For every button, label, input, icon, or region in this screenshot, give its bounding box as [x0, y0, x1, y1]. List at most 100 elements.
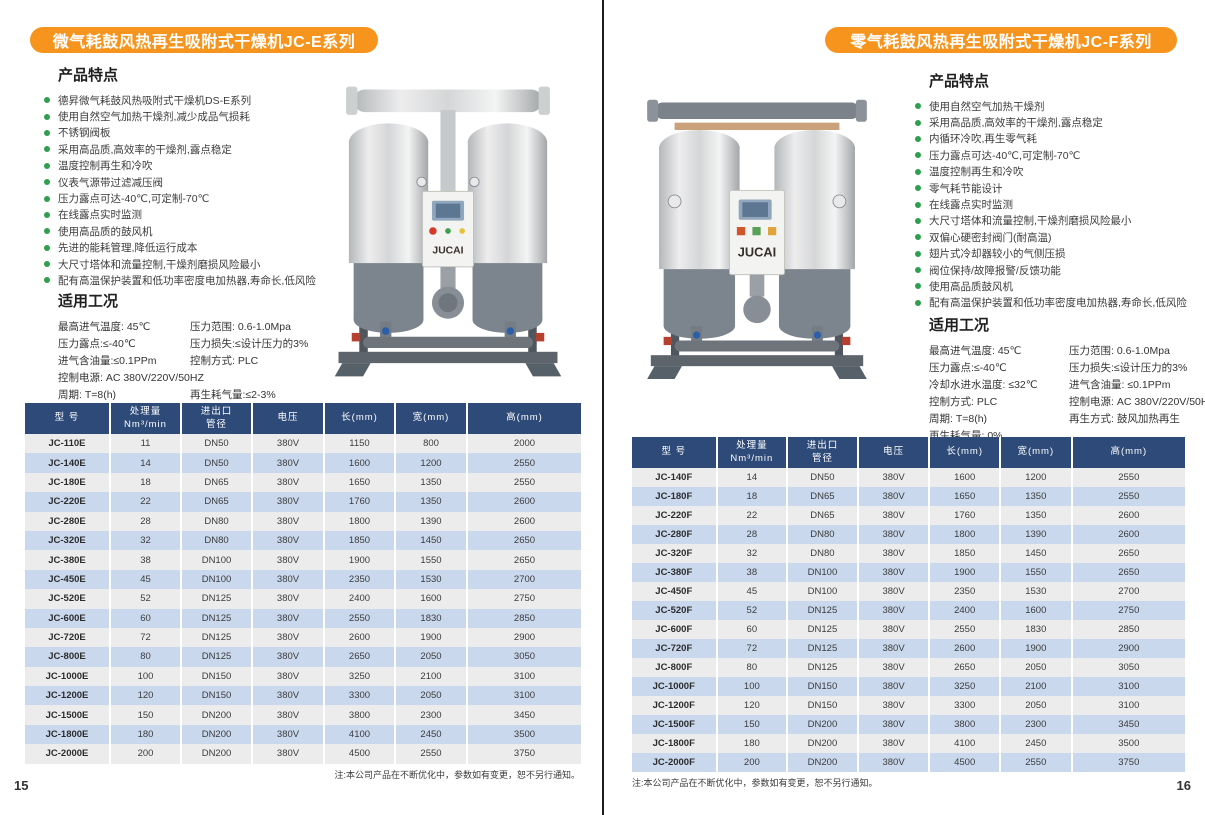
value-cell: 2600: [1118, 529, 1140, 540]
model-cell: JC-2000F: [632, 753, 718, 772]
product-photo: JUCAI: [320, 80, 576, 382]
value-cell: 72: [718, 639, 789, 658]
bullet-icon: [915, 283, 921, 290]
value-cell: DN200: [182, 724, 253, 745]
value-cell: DN125: [182, 608, 253, 628]
value-cell: 2450: [1001, 734, 1073, 753]
value-cell: 2650: [325, 647, 396, 667]
value-cell: 1200: [1001, 468, 1073, 487]
model-cell: JC-1800F: [632, 734, 718, 753]
product-photo: JUCAI: [638, 86, 876, 390]
value-cell: 180: [111, 724, 182, 745]
feature-text: 先进的能耗管理,降低运行成本: [58, 242, 198, 255]
value-cell: 2050: [1001, 696, 1073, 715]
condition-row: 压力露点:≤-40℃ 压力损失:≤设计压力的3%: [58, 335, 344, 352]
value-cell: 3750: [513, 748, 536, 760]
bullet-icon: [44, 261, 50, 268]
table-row: JC-520E 52 DN125 380V 2400 1600 2750: [25, 589, 581, 609]
model-cell: JC-140F: [632, 468, 718, 487]
value-cell: 380V: [253, 434, 325, 454]
value-cell: 2750: [513, 593, 536, 605]
value-cell: 2550: [1001, 753, 1073, 772]
condition-item: 最高进气温度: 45℃: [58, 321, 151, 333]
value-cell: 1800: [325, 511, 396, 531]
value-cell: 32: [111, 530, 182, 551]
condition-item: 压力范围: 0.6-1.0Mpa: [1069, 345, 1170, 357]
value-cell: 2650: [513, 535, 536, 547]
value-cell: 80: [111, 647, 182, 667]
table-row: JC-320E 32 DN80 380V 1850 1450 2650: [25, 530, 581, 551]
value-cell: 380V: [859, 639, 931, 658]
conditions-heading: 适用工况: [929, 317, 990, 334]
model-cell: JC-180F: [632, 487, 718, 506]
condition-row: 周期: T=8(h) 再生耗气量:≤2-3%: [58, 386, 344, 403]
model-cell: JC-280E: [25, 511, 111, 531]
feature-item: 先进的能耗管理,降低运行成本: [44, 240, 326, 256]
feature-text: 大尺寸塔体和流量控制,干燥剂磨损风险最小: [58, 258, 261, 271]
feature-item: 德昇微气耗鼓风热吸附式干燥机DS-E系列: [44, 92, 326, 108]
feature-text: 压力露点可达-40℃,可定制-70℃: [58, 193, 210, 206]
table-header-cell: 电压: [253, 403, 325, 434]
page-number: 16: [1176, 778, 1191, 793]
value-cell: 1200: [396, 453, 468, 473]
value-cell: 3450: [513, 709, 536, 721]
table-row: JC-110E 11 DN50 380V 1150 800 2000: [25, 434, 581, 454]
feature-text: 仪表气源带过滤减压阀: [58, 176, 163, 189]
value-cell: DN150: [182, 666, 253, 687]
value-cell: 1900: [930, 563, 1001, 582]
table-header-cell: 长(mm): [930, 437, 1001, 468]
value-cell: 2700: [513, 573, 536, 585]
table-row: JC-180F 18 DN65 380V 1650 1350 2550: [632, 487, 1185, 506]
table-row: JC-320F 32 DN80 380V 1850 1450 2650: [632, 544, 1185, 563]
value-cell: DN200: [182, 744, 253, 764]
table-header-cell: 进出口 管径: [788, 437, 859, 468]
condition-item: 压力损失:≤设计压力的3%: [190, 338, 309, 350]
value-cell: DN50: [182, 434, 253, 454]
condition-row: 冷却水进水温度: ≤32℃ 进气含油量: ≤0.1PPm: [929, 376, 1205, 393]
value-cell: 2850: [1118, 624, 1140, 635]
bullet-icon: [915, 135, 921, 142]
bullet-icon: [915, 267, 921, 274]
table-row: JC-720F 72 DN125 380V 2600 1900 2900: [632, 639, 1185, 658]
value-cell: DN150: [788, 696, 859, 715]
brand-logo-text: JUCAI: [432, 246, 463, 257]
feature-text: 温度控制再生和冷吹: [58, 160, 153, 173]
value-cell: 80: [718, 658, 789, 677]
value-cell: 32: [718, 544, 789, 563]
value-cell: 1600: [396, 589, 468, 609]
value-cell: 3250: [930, 677, 1001, 696]
value-cell: DN65: [182, 492, 253, 512]
value-cell: 100: [111, 666, 182, 687]
value-cell: 1830: [1001, 620, 1073, 639]
feature-text: 采用高品质,高效率的干燥剂,露点稳定: [929, 117, 1103, 130]
model-cell: JC-1800E: [25, 724, 111, 745]
model-cell: JC-380F: [632, 563, 718, 582]
value-cell: 1550: [396, 550, 468, 570]
model-cell: JC-520F: [632, 601, 718, 620]
value-cell: 2300: [1001, 715, 1073, 734]
feature-text: 大尺寸塔体和流量控制,干燥剂磨损风险最小: [929, 215, 1132, 228]
table-header-row: 型 号处理量 Nm³/min 进出口 管径 电压 长(mm) 宽(mm) 高(mm): [632, 437, 1185, 468]
value-cell: 2350: [930, 582, 1001, 601]
feature-item: 温度控制再生和冷吹: [915, 164, 1199, 180]
value-cell: 2050: [396, 647, 468, 667]
value-cell: DN80: [788, 544, 859, 563]
table-body: JC-140F 14 DN50 380V 1600 1200 2550 JC-180F 18 DN…: [632, 468, 1185, 772]
value-cell: 2400: [325, 589, 396, 609]
condition-item: 压力露点:≤-40℃: [58, 338, 136, 350]
condition-row: 最高进气温度: 45℃ 压力范围: 0.6-1.0Mpa: [58, 318, 344, 335]
bullet-icon: [915, 299, 921, 306]
value-cell: 380V: [859, 658, 931, 677]
value-cell: 3250: [325, 666, 396, 687]
bullet-icon: [915, 250, 921, 257]
value-cell: 14: [718, 468, 789, 487]
condition-item: 冷却水进水温度: ≤32℃: [929, 379, 1038, 391]
value-cell: 1550: [1001, 563, 1073, 582]
value-cell: 3100: [1118, 681, 1140, 692]
value-cell: 3100: [513, 690, 536, 702]
model-cell: JC-180E: [25, 472, 111, 493]
bullet-icon: [915, 119, 921, 126]
value-cell: 380V: [859, 487, 931, 506]
value-cell: 380V: [253, 492, 325, 512]
feature-item: 大尺寸塔体和流量控制,干燥剂磨损风险最小: [915, 213, 1199, 229]
